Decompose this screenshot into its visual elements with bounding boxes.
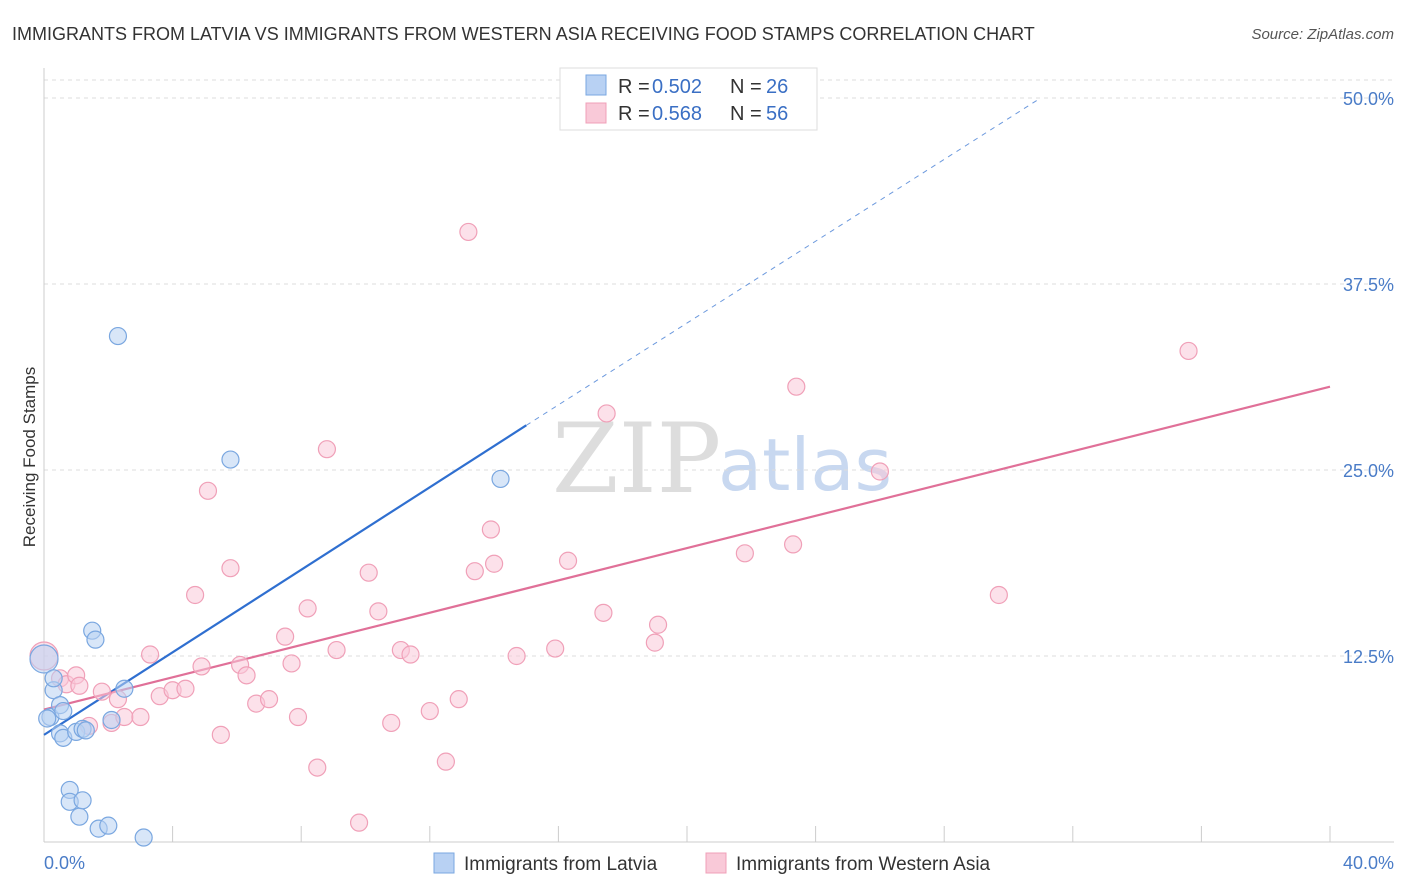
legend-r-label: R = [618,103,650,125]
point-western-asia [282,654,301,673]
point-western-asia [449,690,468,709]
y-tick-labels: 12.5% 25.0% 37.5% 50.0% [1343,89,1394,667]
trend-line-1 [43,385,1331,711]
point-western-asia [192,657,211,676]
legend-n-value: 26 [766,76,788,98]
point-latvia [221,450,240,469]
point-western-asia [870,462,890,481]
bottom-legend-label-latvia: Immigrants from Latvia [464,854,658,875]
legend-n-value: 56 [766,103,788,125]
point-latvia [70,807,89,826]
point-western-asia [459,222,478,242]
legend-n-label: N = [730,103,762,125]
y-tick-label: 12.5% [1343,647,1394,667]
point-western-asia [359,563,378,582]
legend-r-value: 0.568 [652,103,702,125]
point-western-asia [131,707,150,727]
point-western-asia [140,645,160,664]
watermark-zip: ZIP [552,403,721,515]
chart-source: Source: ZipAtlas.com [1251,26,1394,43]
point-western-asia [558,551,578,570]
legend-n-label: N = [730,76,762,98]
point-latvia [108,326,128,346]
bottom-legend-swatch-latvia [433,852,455,874]
watermark: ZIP atlas [552,403,892,515]
watermark-atlas: atlas [718,423,892,507]
point-western-asia [787,377,806,396]
data-points [29,222,1198,847]
point-western-asia [198,481,218,500]
legend-swatch-latvia [585,74,607,96]
point-western-asia [276,627,295,646]
point-latvia [86,630,105,649]
y-axis-label: Receiving Food Stamps [20,367,39,547]
point-western-asia [327,640,346,660]
point-western-asia [298,599,317,618]
point-latvia [54,701,73,721]
point-western-asia [308,758,327,777]
point-latvia [99,816,118,835]
point-western-asia [735,544,754,563]
point-western-asia [369,602,388,621]
y-tick-label: 37.5% [1343,275,1394,295]
point-latvia [38,709,57,728]
point-western-asia [648,615,668,634]
point-western-asia [597,404,616,423]
x-tick-label-min: 0.0% [44,853,85,873]
gridlines [44,79,1394,657]
point-western-asia [507,646,526,666]
point-latvia [73,791,92,810]
bottom-legend-label-western-asia: Immigrants from Western Asia [736,854,991,875]
point-western-asia [546,639,565,658]
point-western-asia [237,666,256,685]
point-latvia [491,469,510,489]
legend-r-label: R = [618,76,650,98]
legend-r-value: 0.502 [652,76,702,98]
point-western-asia [1179,341,1198,361]
point-western-asia [401,645,420,664]
point-western-asia [481,520,500,539]
point-western-asia [186,585,205,605]
trend-line-extension-0 [525,97,1041,426]
point-western-asia [382,713,401,733]
point-western-asia [317,440,337,459]
point-latvia [29,644,59,674]
point-western-asia [349,813,369,832]
point-western-asia [989,585,1008,605]
point-latvia [134,828,153,847]
point-western-asia [645,633,664,652]
correlation-legend: R = 0.502 N = 26 R = 0.568 N = 56 [559,67,818,131]
point-western-asia [288,707,308,727]
y-tick-label: 25.0% [1343,461,1394,481]
point-western-asia [92,682,111,701]
legend-swatch-western-asia [585,102,607,124]
point-latvia [44,669,63,688]
point-western-asia [211,725,230,744]
y-tick-label: 50.0% [1343,89,1394,109]
x-tick-label-max: 40.0% [1343,853,1394,873]
point-western-asia [485,554,504,573]
point-western-asia [259,690,279,709]
point-western-asia [420,701,439,721]
point-latvia [76,721,95,740]
point-latvia [102,710,121,730]
series-legend: Immigrants from Latvia Immigrants from W… [433,852,991,875]
point-western-asia [436,752,455,771]
point-western-asia [783,535,803,554]
point-western-asia [221,559,240,578]
point-western-asia [70,676,89,695]
point-western-asia [465,562,484,581]
bottom-legend-swatch-western-asia [705,852,727,874]
chart-title: IMMIGRANTS FROM LATVIA VS IMMIGRANTS FRO… [12,24,1035,44]
point-western-asia [176,679,195,698]
point-latvia [115,679,134,698]
point-western-asia [594,603,613,622]
